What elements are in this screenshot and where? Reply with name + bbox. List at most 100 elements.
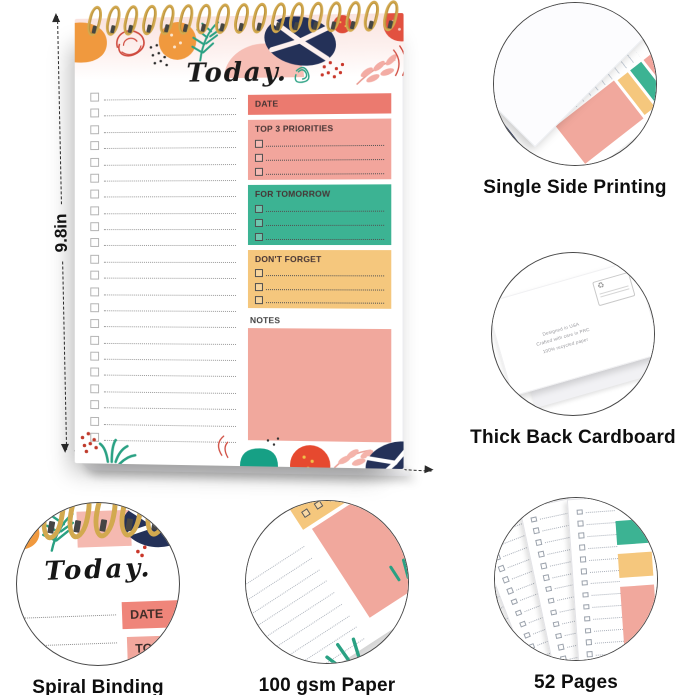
binding-loop-icon bbox=[176, 2, 196, 36]
checklist-row bbox=[90, 270, 237, 280]
checklist-row bbox=[90, 206, 237, 215]
checklist-row bbox=[585, 638, 624, 646]
dotted-line bbox=[103, 245, 237, 247]
callout-label: Single Side Printing bbox=[483, 177, 667, 198]
checkbox-icon bbox=[254, 232, 263, 241]
section-row bbox=[254, 267, 385, 278]
checklist-row bbox=[90, 286, 237, 297]
callout-label: Thick Back Cardboard bbox=[470, 427, 676, 448]
binding-loop-icon bbox=[139, 3, 159, 37]
binding-loop-icon bbox=[194, 2, 214, 36]
checklist-row bbox=[90, 384, 237, 395]
fanned-pages-photo bbox=[494, 497, 658, 661]
section-row bbox=[254, 280, 385, 291]
recycle-stamp: ♻ bbox=[592, 271, 636, 307]
section-block bbox=[615, 518, 652, 546]
dotted-line bbox=[585, 510, 615, 514]
dotted-line bbox=[103, 342, 237, 345]
checklist-row bbox=[90, 254, 237, 264]
checkbox-icon bbox=[578, 532, 585, 539]
dotted-line bbox=[586, 533, 617, 537]
checklist-row bbox=[580, 567, 619, 575]
dotted-line bbox=[587, 545, 618, 549]
dotted-line bbox=[265, 173, 385, 175]
section-label: NOTES bbox=[249, 315, 281, 326]
dotted-line bbox=[588, 557, 619, 561]
checklist-row bbox=[90, 222, 237, 232]
checkbox-icon bbox=[514, 609, 522, 617]
checkbox-icon bbox=[585, 639, 592, 646]
dotted-line bbox=[103, 326, 237, 329]
section-block bbox=[617, 551, 654, 578]
checkbox-icon bbox=[535, 539, 542, 546]
checkbox-icon bbox=[555, 632, 562, 640]
section-top-3-priorities: TOP 3 PRIORITIES bbox=[247, 118, 392, 180]
binding-loop-icon bbox=[361, 0, 382, 33]
checklist-row bbox=[582, 590, 621, 598]
binding-loop-icon bbox=[64, 503, 95, 542]
checklist-row bbox=[90, 157, 237, 167]
checkbox-icon bbox=[90, 92, 100, 102]
checkbox-icon bbox=[542, 574, 550, 581]
checkbox-icon bbox=[90, 384, 100, 394]
checkbox-icon bbox=[577, 520, 584, 527]
checklist-row bbox=[586, 650, 625, 658]
callout-label: 52 Pages bbox=[534, 672, 618, 693]
checklist-row bbox=[90, 173, 237, 183]
section-label: FOR TOMORROW bbox=[254, 188, 331, 199]
checkbox-icon bbox=[557, 644, 565, 651]
checkbox-icon bbox=[540, 562, 547, 570]
dotted-line bbox=[103, 130, 237, 133]
dotted-line bbox=[265, 210, 385, 212]
callout-label: Spiral Binding bbox=[32, 677, 164, 695]
checkbox-icon bbox=[506, 587, 514, 595]
binding-loop-icon bbox=[305, 0, 326, 34]
dotted-line bbox=[265, 288, 385, 291]
checkbox-icon bbox=[581, 580, 588, 587]
dotted-line bbox=[103, 212, 237, 214]
height-dimension-line: 9.8in bbox=[50, 15, 73, 450]
checklist-row bbox=[90, 335, 237, 345]
checkbox-icon bbox=[547, 597, 555, 605]
checkbox-icon bbox=[254, 269, 263, 278]
checkbox-icon bbox=[90, 286, 100, 296]
binding-loop-icon bbox=[343, 0, 363, 34]
checklist-row bbox=[583, 602, 622, 610]
dotted-line bbox=[591, 605, 622, 609]
dotted-line bbox=[24, 614, 117, 619]
checkbox-icon bbox=[545, 585, 552, 593]
notepad: Today. DATE TOP 3 PRIORITIES FOR TOMORROW D… bbox=[74, 0, 412, 477]
checklist-row bbox=[581, 578, 620, 587]
binding-loop-icon bbox=[286, 0, 307, 35]
dotted-line bbox=[103, 358, 237, 361]
section-for-tomorrow: FOR TOMORROW bbox=[247, 184, 392, 246]
dotted-line bbox=[103, 391, 237, 394]
callout-thick-back-cardboard: ♻ Designed in USA Crafted with care in PR… bbox=[470, 252, 676, 449]
checkbox-icon bbox=[495, 542, 497, 550]
checklist-row bbox=[576, 507, 615, 515]
section-block bbox=[620, 584, 657, 647]
checkbox-icon bbox=[579, 556, 586, 563]
checkbox-icon bbox=[90, 367, 100, 377]
notepad-title: Today. bbox=[44, 553, 153, 587]
checkbox-icon bbox=[254, 139, 263, 148]
binding-loop-icon bbox=[142, 503, 173, 539]
checkbox-icon bbox=[584, 615, 590, 622]
dotted-line bbox=[103, 179, 237, 182]
checklist-row bbox=[90, 141, 237, 151]
checkbox-icon bbox=[527, 642, 535, 650]
notepad-title: Today. bbox=[186, 57, 288, 89]
checkbox-icon bbox=[495, 553, 501, 562]
dotted-line bbox=[594, 640, 624, 644]
checkbox-icon bbox=[254, 204, 263, 213]
callout-single-side-printing: Single Side Printing bbox=[483, 2, 667, 199]
checkbox-icon bbox=[502, 576, 510, 584]
binding-loop-icon bbox=[90, 503, 121, 541]
red-dot-icon bbox=[494, 110, 500, 122]
checkbox-icon bbox=[90, 270, 100, 280]
dotted-line bbox=[265, 144, 385, 147]
decorative-footer-art bbox=[80, 431, 404, 469]
checklist-column bbox=[90, 92, 237, 444]
single-side-printing-photo bbox=[493, 2, 657, 166]
